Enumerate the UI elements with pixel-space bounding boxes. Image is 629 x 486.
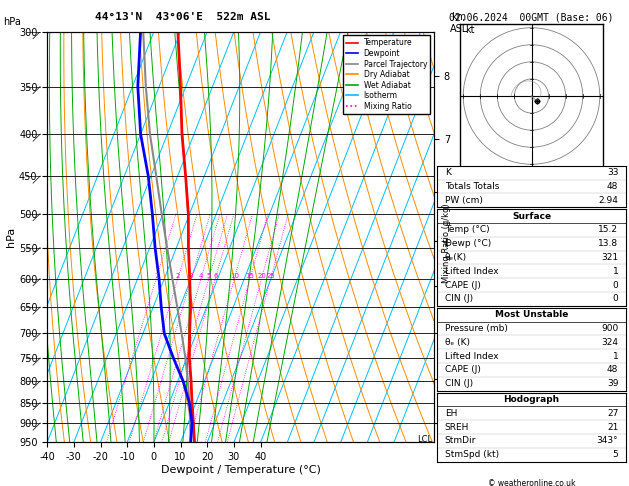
Text: 13.8: 13.8 (598, 239, 618, 248)
Text: CAPE (J): CAPE (J) (445, 280, 481, 290)
Text: Surface: Surface (512, 211, 551, 221)
Text: Pressure (mb): Pressure (mb) (445, 324, 508, 333)
Text: 15: 15 (245, 273, 255, 278)
Text: Temp (°C): Temp (°C) (445, 226, 489, 234)
Text: PW (cm): PW (cm) (445, 196, 482, 205)
Text: 02.06.2024  00GMT (Base: 06): 02.06.2024 00GMT (Base: 06) (449, 12, 614, 22)
Text: 33: 33 (607, 168, 618, 177)
Legend: Temperature, Dewpoint, Parcel Trajectory, Dry Adiabat, Wet Adiabat, Isotherm, Mi: Temperature, Dewpoint, Parcel Trajectory… (343, 35, 430, 114)
X-axis label: Dewpoint / Temperature (°C): Dewpoint / Temperature (°C) (160, 465, 321, 475)
Text: 6: 6 (213, 273, 218, 278)
Text: 25: 25 (266, 273, 275, 278)
Y-axis label: km
ASL: km ASL (453, 228, 474, 246)
Text: 1: 1 (613, 352, 618, 361)
Text: θₑ (K): θₑ (K) (445, 338, 470, 347)
Text: CIN (J): CIN (J) (445, 295, 473, 303)
Text: Most Unstable: Most Unstable (495, 310, 568, 319)
Text: 10: 10 (230, 273, 239, 278)
Text: 48: 48 (607, 365, 618, 374)
Text: 0: 0 (613, 280, 618, 290)
Text: EH: EH (445, 409, 457, 418)
Text: 1: 1 (613, 267, 618, 276)
Text: © weatheronline.co.uk: © weatheronline.co.uk (487, 479, 576, 486)
Text: Lifted Index: Lifted Index (445, 267, 498, 276)
Text: 343°: 343° (597, 436, 618, 446)
Text: StmSpd (kt): StmSpd (kt) (445, 451, 499, 459)
Text: 44°13'N  43°06'E  522m ASL: 44°13'N 43°06'E 522m ASL (95, 12, 270, 22)
Text: 0: 0 (613, 295, 618, 303)
Text: CIN (J): CIN (J) (445, 379, 473, 388)
Text: SREH: SREH (445, 423, 469, 432)
Text: 27: 27 (607, 409, 618, 418)
Text: 5: 5 (207, 273, 211, 278)
Text: +: + (442, 238, 451, 248)
Text: Lifted Index: Lifted Index (445, 352, 498, 361)
Text: 2: 2 (175, 273, 180, 278)
Text: CAPE (J): CAPE (J) (445, 365, 481, 374)
Text: 5: 5 (613, 451, 618, 459)
Text: 4: 4 (199, 273, 203, 278)
Text: Dewp (°C): Dewp (°C) (445, 239, 491, 248)
Text: 21: 21 (607, 423, 618, 432)
Text: 324: 324 (601, 338, 618, 347)
Text: 900: 900 (601, 324, 618, 333)
Text: kt: kt (465, 25, 474, 35)
Text: Mixing Ratio (g/kg): Mixing Ratio (g/kg) (442, 203, 451, 283)
Text: 48: 48 (607, 182, 618, 191)
Text: 20: 20 (257, 273, 266, 278)
Text: K: K (445, 168, 450, 177)
Text: 39: 39 (607, 379, 618, 388)
Text: 15.2: 15.2 (598, 226, 618, 234)
Text: StmDir: StmDir (445, 436, 476, 446)
Text: Totals Totals: Totals Totals (445, 182, 499, 191)
Text: 3: 3 (189, 273, 194, 278)
Text: hPa: hPa (3, 17, 21, 27)
Text: 1: 1 (154, 273, 159, 278)
Text: 321: 321 (601, 253, 618, 262)
Text: Hodograph: Hodograph (503, 395, 560, 404)
Text: 2.94: 2.94 (598, 196, 618, 205)
Y-axis label: hPa: hPa (6, 227, 16, 247)
Text: LCL: LCL (418, 435, 433, 444)
Text: θₑ(K): θₑ(K) (445, 253, 467, 262)
Text: km
ASL: km ASL (450, 12, 469, 34)
